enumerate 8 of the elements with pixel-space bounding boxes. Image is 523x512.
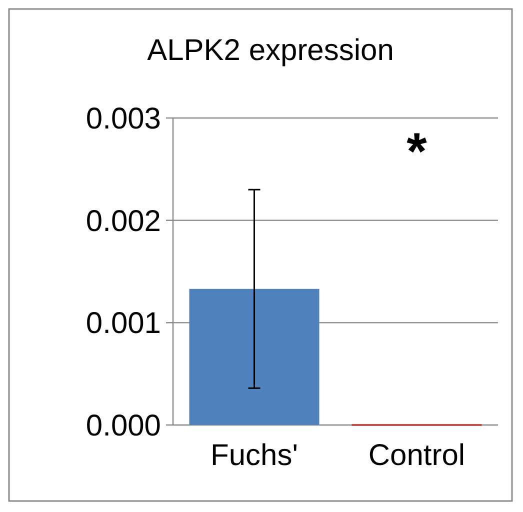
y-tick-label: 0.001: [86, 307, 161, 340]
annotation: *: [406, 123, 428, 182]
y-tick-label: 0.003: [86, 102, 161, 136]
y-tick-label: 0.002: [86, 204, 161, 238]
y-tick-label: 0.000: [86, 410, 161, 442]
x-tick-label: Fuchs': [210, 439, 298, 472]
chart-title: ALPK2 expression: [147, 34, 394, 67]
x-tick-label: Control: [368, 439, 466, 472]
